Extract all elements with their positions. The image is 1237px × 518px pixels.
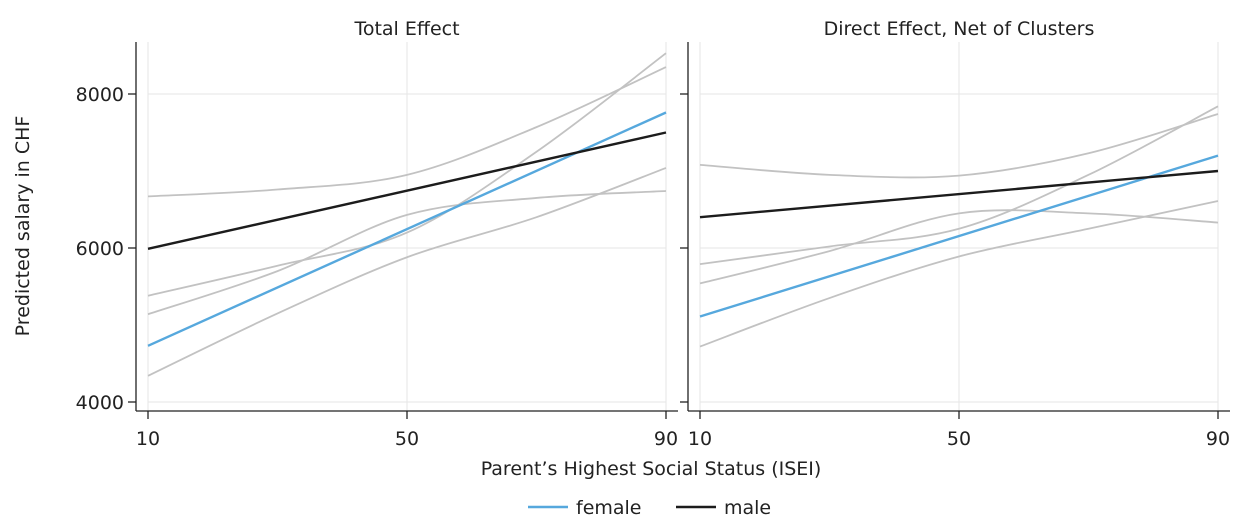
x-tick-label: 10: [136, 428, 160, 450]
cluster-line-1: [147, 66, 667, 198]
x-tick-label: 50: [395, 428, 419, 450]
panel-direct-effect: 10 50 90 Direct Effect, Net of Clusters: [680, 18, 1230, 450]
y-tick-label: 6000: [76, 238, 124, 260]
series-line-male: [147, 131, 667, 250]
series-lines: [147, 111, 667, 347]
cluster-line-3: [147, 190, 667, 316]
panel-grid: [147, 42, 667, 411]
legend-label-male: male: [724, 497, 771, 518]
panel-axes: 10 50 90: [680, 42, 1230, 450]
y-tick-label: 4000: [76, 392, 124, 414]
legend-label-female: female: [576, 497, 642, 518]
y-axis-label: Predicted salary in CHF: [12, 116, 34, 337]
legend-item-male: male: [676, 497, 771, 518]
legend: female male: [528, 497, 771, 518]
x-tick-label: 50: [947, 428, 971, 450]
cluster-line-4: [147, 167, 667, 377]
x-axis-label: Parent’s Highest Social Status (ISEI): [481, 458, 822, 480]
series-line-female: [699, 154, 1219, 318]
cluster-line-1: [699, 113, 1219, 179]
cluster-lines: [147, 52, 667, 377]
panel-axes: 10 50 90 4000 6000 8000: [76, 42, 678, 450]
panel-title-direct-effect: Direct Effect, Net of Clusters: [824, 18, 1095, 40]
cluster-lines: [699, 105, 1219, 348]
cluster-line-2: [699, 105, 1219, 266]
series-lines: [699, 154, 1219, 318]
y-tick-label: 8000: [76, 84, 124, 106]
cluster-line-4: [699, 200, 1219, 348]
x-tick-label: 90: [654, 428, 678, 450]
panel-title-total-effect: Total Effect: [353, 18, 459, 40]
panel-total-effect: 10 50 90 4000 6000 8000 Total Effect: [76, 18, 678, 450]
x-tick-label: 10: [688, 428, 712, 450]
legend-item-female: female: [528, 497, 642, 518]
panel-grid: [699, 42, 1219, 411]
cluster-line-3: [699, 209, 1219, 285]
x-tick-label: 90: [1206, 428, 1230, 450]
series-line-male: [699, 169, 1219, 219]
cluster-line-2: [147, 52, 667, 297]
